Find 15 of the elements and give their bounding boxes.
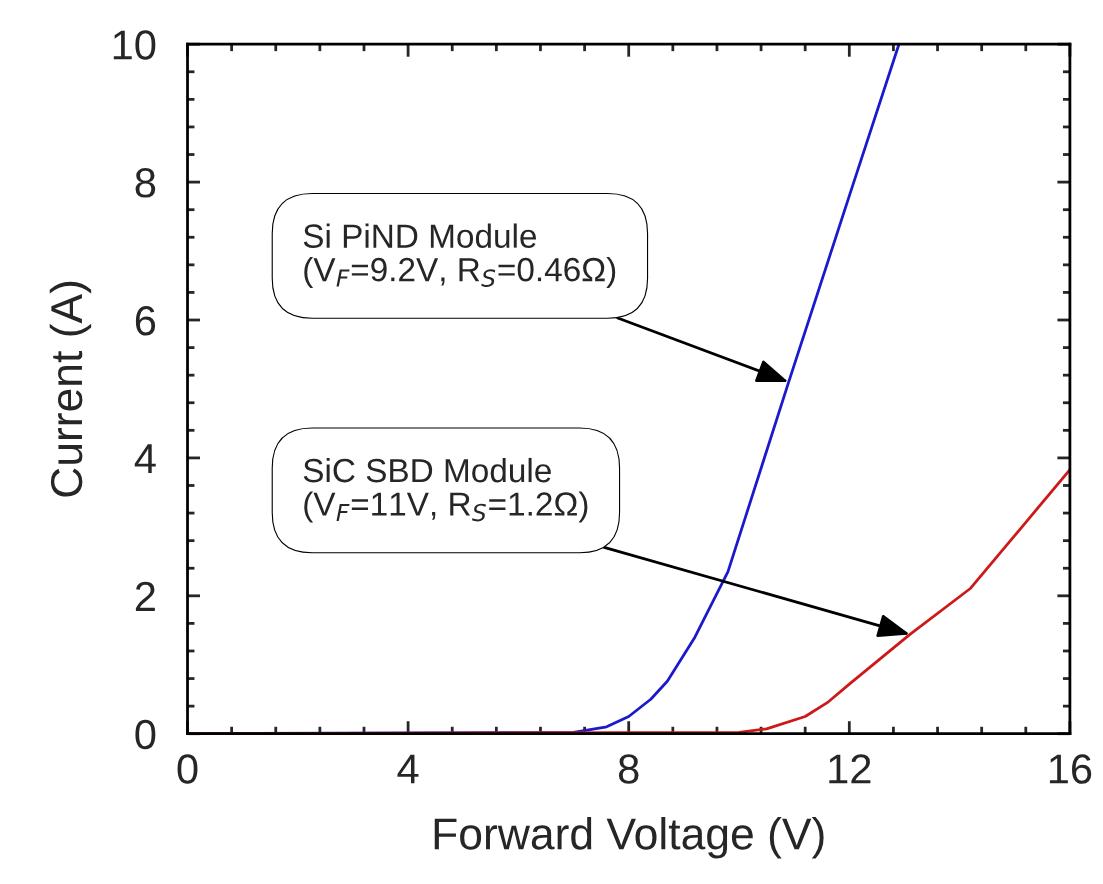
y-tick-label: 8 bbox=[135, 168, 156, 198]
y-tick-label: 6 bbox=[135, 306, 156, 336]
y-tick-label: 10 bbox=[113, 30, 156, 60]
x-tick-label: 0 bbox=[177, 754, 198, 784]
y-tick-label: 0 bbox=[135, 719, 156, 750]
x-tick-label: 8 bbox=[618, 754, 639, 784]
y-tick-label: 4 bbox=[134, 444, 156, 474]
annotation: SiC SBD Module (V$_{F}$=11V, R$_{S}$=1.2Ω) bbox=[303, 457, 588, 523]
annotation: Si PiND Module (V$_{F}$=9.2V, R$_{S}$=0.46Ω) bbox=[303, 223, 616, 289]
x-axis-title: Forward Voltage (V) bbox=[434, 817, 824, 859]
x-tick-label: 12 bbox=[829, 754, 871, 784]
y-axis-title: Current (A) bbox=[49, 281, 92, 497]
y-tick-label: 2 bbox=[135, 581, 155, 611]
x-tick-label: 4 bbox=[397, 754, 419, 784]
x-tick-label: 16 bbox=[1049, 754, 1092, 784]
